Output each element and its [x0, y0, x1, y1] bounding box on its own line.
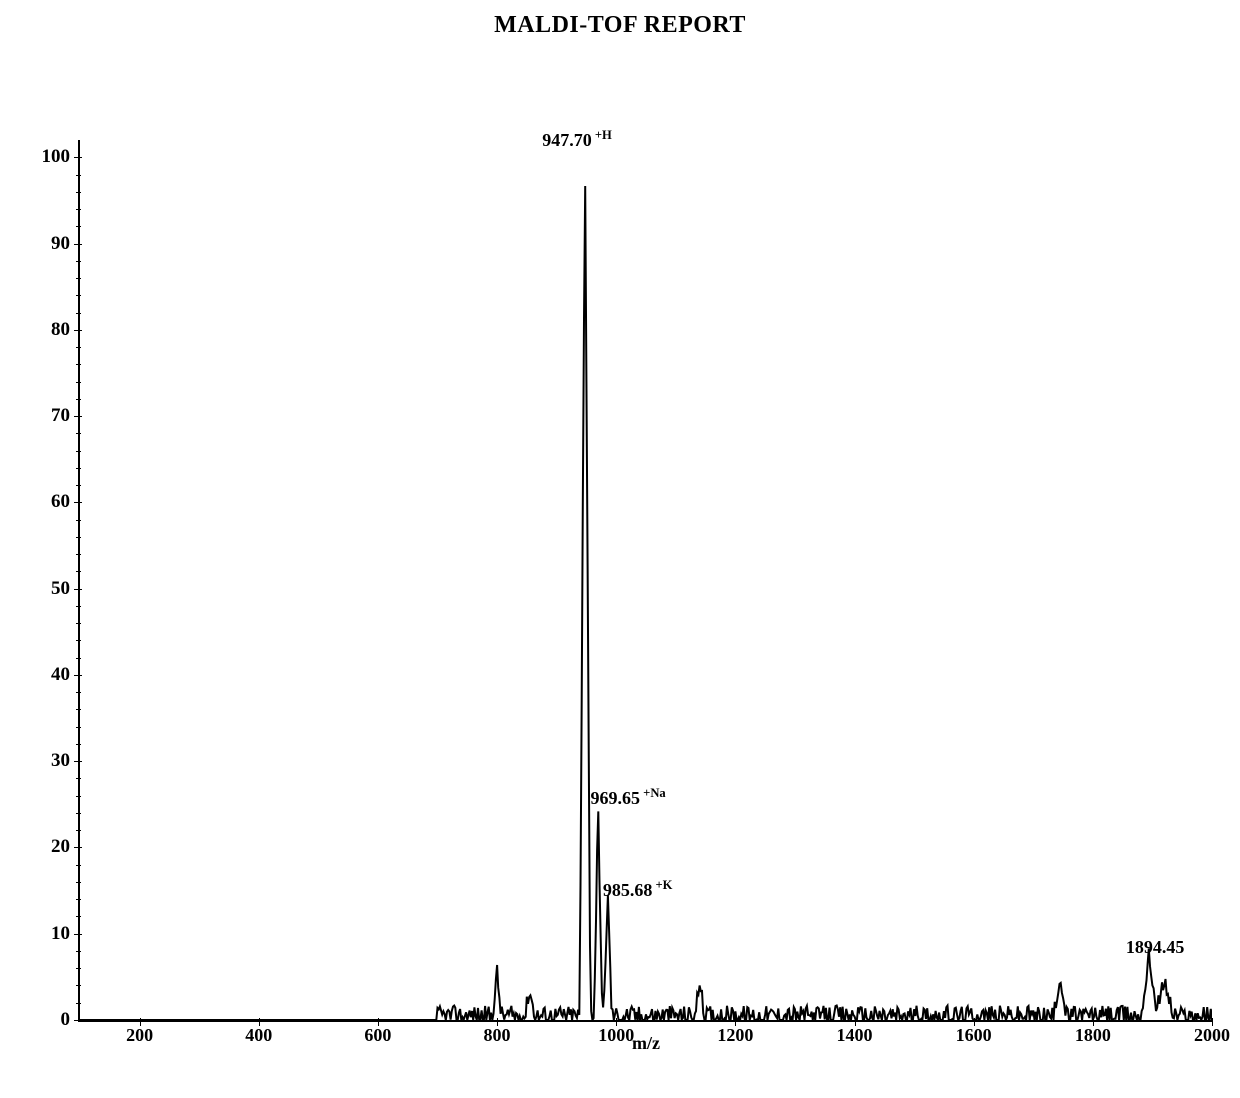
- y-tick: [74, 502, 82, 503]
- y-tick-minor: [76, 226, 81, 227]
- y-tick-minor: [76, 830, 81, 831]
- y-tick-minor: [76, 985, 81, 986]
- x-tick-label: 1600: [956, 1025, 992, 1046]
- y-tick-minor: [76, 468, 81, 469]
- y-tick-label: 60: [51, 491, 70, 513]
- y-tick-minor: [76, 968, 81, 969]
- y-tick-label: 10: [51, 923, 70, 945]
- y-tick-minor: [76, 796, 81, 797]
- x-tick-label: 800: [484, 1025, 511, 1046]
- y-tick-minor: [76, 692, 81, 693]
- report-title: MALDI-TOF REPORT: [0, 12, 1240, 39]
- y-tick-minor: [76, 882, 81, 883]
- y-tick-label: 40: [51, 664, 70, 686]
- y-tick: [74, 761, 82, 762]
- peak-mz: 985.68: [603, 880, 653, 900]
- y-tick-minor: [76, 658, 81, 659]
- y-tick-minor: [76, 571, 81, 572]
- peak-mz: 947.70: [542, 130, 592, 150]
- y-tick-minor: [76, 364, 81, 365]
- y-tick-minor: [76, 175, 81, 176]
- y-tick-minor: [76, 313, 81, 314]
- y-tick: [74, 589, 82, 590]
- x-tick-label: 600: [364, 1025, 391, 1046]
- y-tick-minor: [76, 520, 81, 521]
- y-tick-minor: [76, 382, 81, 383]
- y-tick-label: 100: [42, 146, 71, 168]
- x-tick-label: 200: [126, 1025, 153, 1046]
- y-tick-minor: [76, 554, 81, 555]
- y-tick-label: 0: [61, 1009, 71, 1031]
- y-tick-label: 70: [51, 405, 70, 427]
- y-tick-minor: [76, 623, 81, 624]
- y-tick-minor: [76, 744, 81, 745]
- y-tick: [74, 675, 82, 676]
- y-tick-minor: [76, 1003, 81, 1004]
- y-tick-minor: [76, 192, 81, 193]
- y-tick-minor: [76, 261, 81, 262]
- y-tick: [74, 416, 82, 417]
- x-tick-label: 400: [245, 1025, 272, 1046]
- y-tick-minor: [76, 485, 81, 486]
- y-tick-label: 80: [51, 319, 70, 341]
- y-tick-minor: [76, 209, 81, 210]
- peak-label: 947.70 +H: [542, 128, 612, 151]
- y-tick-minor: [76, 537, 81, 538]
- peak-label: 985.68 +K: [603, 878, 673, 901]
- spectrum-plot: m/z 200400600800100012001400160018002000…: [78, 140, 1210, 1020]
- y-tick-label: 50: [51, 578, 70, 600]
- y-tick: [74, 934, 82, 935]
- y-tick-minor: [76, 899, 81, 900]
- y-tick: [74, 847, 82, 848]
- y-tick: [74, 244, 82, 245]
- y-tick-minor: [76, 295, 81, 296]
- y-tick-minor: [76, 778, 81, 779]
- peak-mz: 969.65: [591, 788, 641, 808]
- y-tick-minor: [76, 451, 81, 452]
- y-tick: [74, 330, 82, 331]
- x-tick-label: 1800: [1075, 1025, 1111, 1046]
- x-tick-label: 1400: [837, 1025, 873, 1046]
- x-tick-label: 1000: [598, 1025, 634, 1046]
- y-tick-minor: [76, 347, 81, 348]
- y-tick-minor: [76, 433, 81, 434]
- y-tick-minor: [76, 727, 81, 728]
- y-tick: [74, 1020, 82, 1021]
- peak-label: 969.65 +Na: [591, 786, 666, 809]
- y-tick-minor: [76, 813, 81, 814]
- y-tick-label: 20: [51, 836, 70, 858]
- y-tick-minor: [76, 951, 81, 952]
- peak-label: 1894.45: [1126, 937, 1185, 958]
- y-tick: [74, 157, 82, 158]
- y-tick-label: 90: [51, 233, 70, 255]
- y-tick-minor: [76, 916, 81, 917]
- y-tick-label: 30: [51, 750, 70, 772]
- y-tick-minor: [76, 606, 81, 607]
- y-tick-minor: [76, 640, 81, 641]
- y-tick-minor: [76, 278, 81, 279]
- y-tick-minor: [76, 399, 81, 400]
- x-tick-label: 1200: [717, 1025, 753, 1046]
- x-tick-label: 2000: [1194, 1025, 1230, 1046]
- peak-mz: 1894.45: [1126, 937, 1185, 957]
- y-tick-minor: [76, 865, 81, 866]
- y-tick-minor: [76, 709, 81, 710]
